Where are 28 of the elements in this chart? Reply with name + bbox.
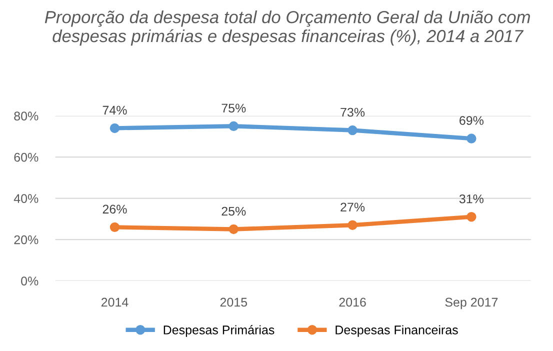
- x-tick-label: 2014: [101, 298, 128, 307]
- data-label: 75%: [222, 104, 246, 113]
- data-label: 74%: [102, 106, 127, 115]
- data-label: 27%: [340, 202, 365, 212]
- point: [228, 224, 239, 234]
- legend-label: Despesas Primárias: [164, 325, 274, 337]
- point: [466, 134, 476, 144]
- x-tick-label: 2015: [220, 298, 248, 307]
- chart-title: Proporção da despesa total do Orçamento Geral da União com despesas primárias e despesas financeiras (%), 2014 a 2017: [44, 10, 530, 46]
- point: [110, 222, 120, 232]
- point: [228, 121, 239, 131]
- data-label: 26%: [102, 204, 127, 214]
- y-tick-label: 60%: [14, 152, 38, 162]
- data-label: 73%: [340, 108, 365, 117]
- y-tick-label: 80%: [14, 112, 38, 120]
- y-tick-label: 40%: [14, 194, 38, 203]
- point: [466, 212, 476, 222]
- data-label: 69%: [460, 116, 484, 125]
- legend-label: Despesas Financeiras: [336, 325, 458, 337]
- y-tick-label: 20%: [14, 235, 38, 244]
- point: [348, 220, 358, 230]
- point: [348, 125, 358, 136]
- point: [110, 123, 120, 134]
- y-tick-label: 0%: [21, 276, 38, 286]
- x-tick-label: 2016: [339, 298, 366, 307]
- data-label: 31%: [459, 194, 484, 204]
- data-label: 25%: [222, 206, 246, 216]
- x-tick-label: Sep 2017: [445, 298, 498, 310]
